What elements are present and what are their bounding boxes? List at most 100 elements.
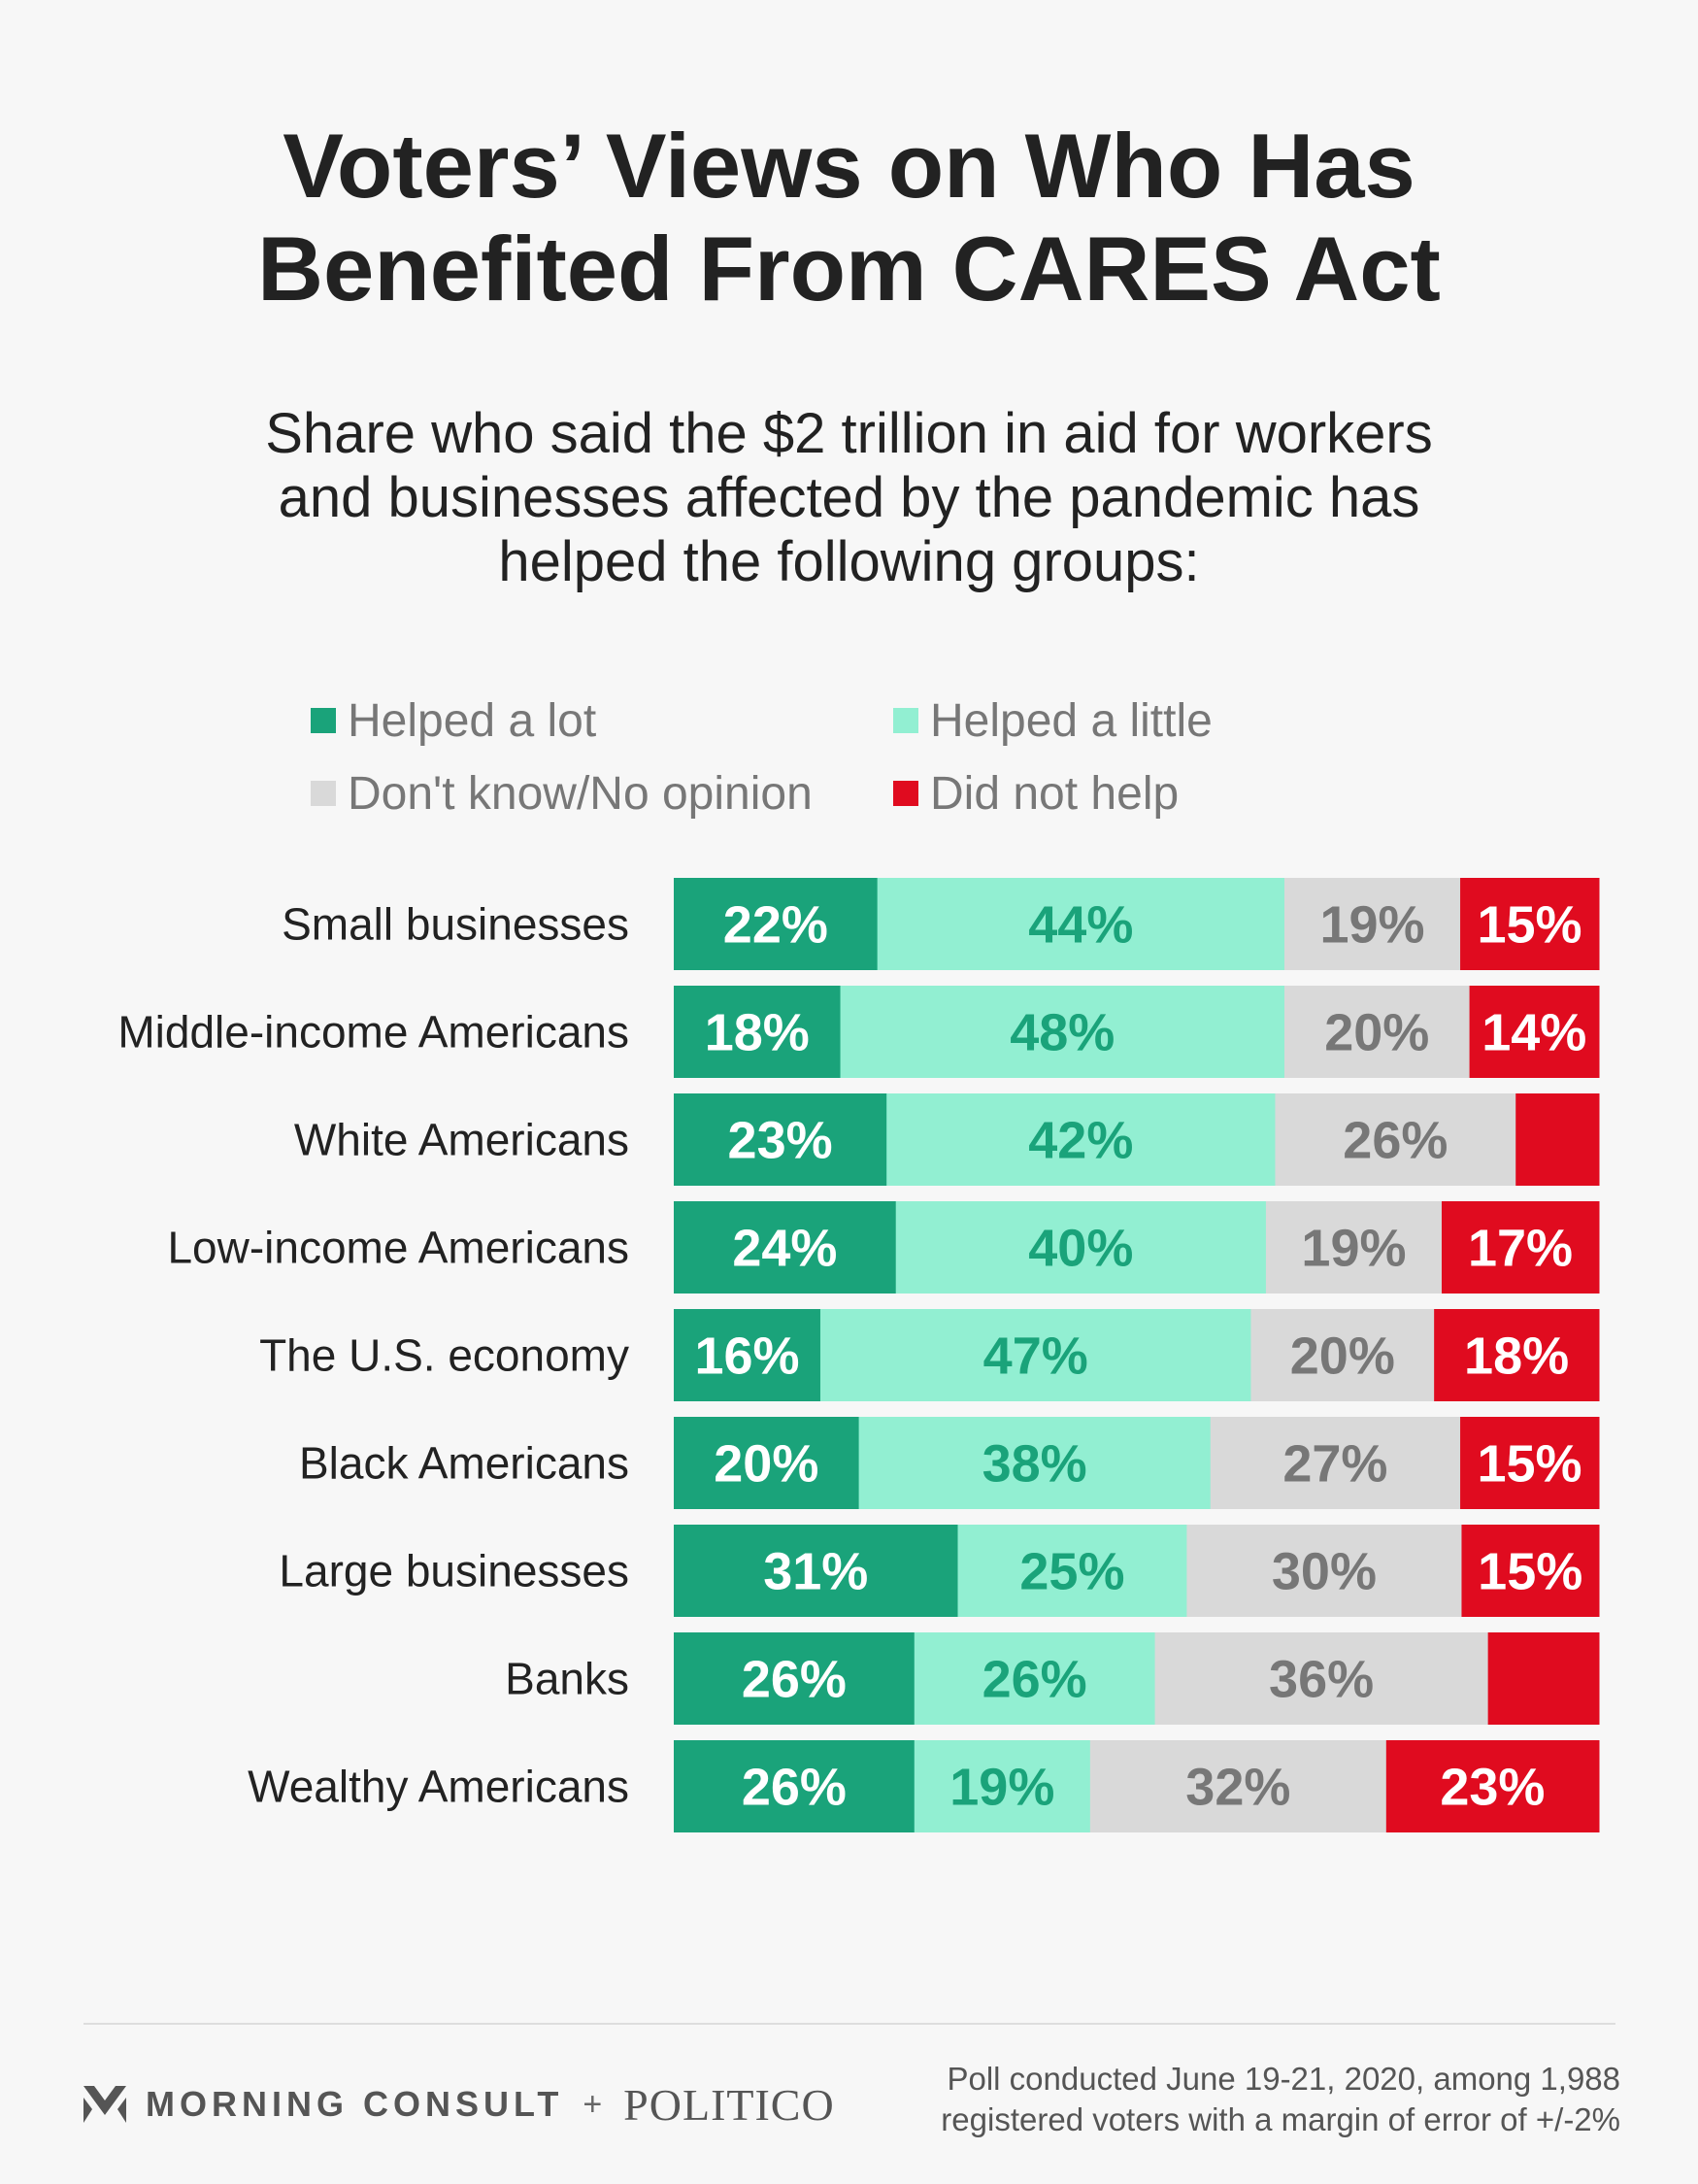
data-label-large-businesses-did-not-help: 15% <box>1478 1543 1582 1601</box>
bar-segment-large-businesses-dont-know <box>1186 1525 1462 1617</box>
row-label-small-businesses: Small businesses <box>282 899 629 950</box>
bar-segment-black-americans-dont-know <box>1210 1417 1461 1509</box>
chart-subtitle-line-1: Share who said the $2 trillion in aid fo… <box>265 402 1433 465</box>
bar-segment-banks-helped-a-little <box>914 1632 1156 1725</box>
legend-label-helped-a-little: Helped a little <box>930 694 1213 747</box>
row-label-wealthy-americans: Wealthy Americans <box>248 1762 629 1812</box>
data-label-white-americans-helped-a-little: 42% <box>1028 1112 1133 1170</box>
data-label-low-income-americans-helped-a-little: 40% <box>1028 1220 1133 1278</box>
legend-item-helped-a-little: Helped a little <box>893 691 1213 750</box>
data-label-white-americans-helped-a-lot: 23% <box>728 1112 833 1170</box>
bar-segment-banks-helped-a-lot <box>674 1632 916 1725</box>
legend-item-did-not-help: Did not help <box>893 764 1179 823</box>
row-label-low-income-americans: Low-income Americans <box>167 1223 629 1273</box>
data-label-the-u-s-economy-dont-know: 20% <box>1290 1327 1395 1386</box>
poll-footnote-line-1: Poll conducted June 19-21, 2020, among 1… <box>947 2061 1620 2097</box>
bar-segment-middle-income-americans-dont-know <box>1283 986 1471 1078</box>
bar-segment-low-income-americans-did-not-help <box>1441 1201 1600 1294</box>
legend-swatch-dont-know <box>311 781 336 806</box>
poll-footnote: Poll conducted June 19-21, 2020, among 1… <box>941 2059 1620 2140</box>
chart-subtitle-line-2: and businesses affected by the pandemic … <box>278 466 1420 529</box>
bar-segment-low-income-americans-helped-a-little <box>895 1201 1267 1294</box>
legend-swatch-helped-a-little <box>893 708 918 733</box>
data-label-middle-income-americans-helped-a-little: 48% <box>1010 1004 1115 1062</box>
legend-swatch-did-not-help <box>893 781 918 806</box>
data-label-large-businesses-helped-a-lot: 31% <box>763 1543 868 1601</box>
bar-segment-small-businesses-helped-a-lot <box>674 878 879 970</box>
bar-segment-the-u-s-economy-helped-a-lot <box>674 1309 821 1401</box>
bar-segment-small-businesses-helped-a-little <box>877 878 1285 970</box>
row-label-middle-income-americans: Middle-income Americans <box>117 1007 629 1058</box>
poll-footnote-line-2: registered voters with a margin of error… <box>941 2101 1620 2137</box>
chart-subtitle-line-3: helped the following groups: <box>498 530 1200 593</box>
data-label-the-u-s-economy-helped-a-little: 47% <box>983 1327 1088 1386</box>
legend-label-dont-know: Don't know/No opinion <box>348 767 813 820</box>
legend-item-dont-know: Don't know/No opinion <box>311 764 813 823</box>
bar-segment-black-americans-helped-a-lot <box>674 1417 860 1509</box>
bar-segment-wealthy-americans-dont-know <box>1089 1740 1387 1832</box>
brand-plus-sign: + <box>583 2085 603 2123</box>
legend-label-did-not-help: Did not help <box>930 767 1180 820</box>
data-label-black-americans-helped-a-little: 38% <box>982 1435 1087 1494</box>
data-label-wealthy-americans-helped-a-lot: 26% <box>742 1759 847 1817</box>
bar-segment-wealthy-americans-did-not-help <box>1385 1740 1600 1832</box>
morning-consult-logo-icon <box>83 2086 126 2123</box>
data-label-black-americans-dont-know: 27% <box>1282 1435 1387 1494</box>
data-label-black-americans-helped-a-lot: 20% <box>714 1435 818 1494</box>
data-label-wealthy-americans-dont-know: 32% <box>1185 1759 1290 1817</box>
row-label-the-u-s-economy: The U.S. economy <box>259 1330 629 1381</box>
legend-label-helped-a-lot: Helped a lot <box>348 694 597 747</box>
data-label-wealthy-americans-helped-a-little: 19% <box>949 1759 1054 1817</box>
data-label-large-businesses-dont-know: 30% <box>1272 1543 1377 1601</box>
data-label-small-businesses-helped-a-little: 44% <box>1028 896 1133 955</box>
morning-consult-wordmark: MORNING CONSULT <box>146 2084 564 2124</box>
bar-segment-the-u-s-economy-dont-know <box>1250 1309 1435 1401</box>
data-label-middle-income-americans-did-not-help: 14% <box>1482 1004 1586 1062</box>
bar-segment-black-americans-did-not-help <box>1460 1417 1600 1509</box>
data-label-banks-dont-know: 36% <box>1269 1651 1374 1709</box>
row-label-banks: Banks <box>505 1654 629 1704</box>
bar-segment-middle-income-americans-helped-a-lot <box>674 986 842 1078</box>
bar-segment-banks-did-not-help <box>1487 1632 1600 1725</box>
bar-segment-large-businesses-helped-a-little <box>957 1525 1187 1617</box>
chart-title: Voters’ Views on Who Has Benefited From … <box>0 115 1698 320</box>
chart-title-line-1: Voters’ Views on Who Has <box>283 115 1415 217</box>
legend-item-helped-a-lot: Helped a lot <box>311 691 596 750</box>
footer-divider <box>83 2023 1615 2025</box>
data-label-the-u-s-economy-did-not-help: 18% <box>1464 1327 1569 1386</box>
chart-subtitle: Share who said the $2 trillion in aid fo… <box>0 402 1698 594</box>
row-label-large-businesses: Large businesses <box>279 1546 629 1596</box>
data-label-white-americans-dont-know: 26% <box>1343 1112 1448 1170</box>
politico-wordmark: POLITICO <box>623 2079 835 2130</box>
chart-title-line-2: Benefited From CARES Act <box>257 218 1441 319</box>
bar-segment-black-americans-helped-a-little <box>858 1417 1212 1509</box>
bar-segment-low-income-americans-dont-know <box>1265 1201 1443 1294</box>
data-label-banks-helped-a-little: 26% <box>982 1651 1087 1709</box>
data-label-wealthy-americans-did-not-help: 23% <box>1440 1759 1545 1817</box>
bar-segment-white-americans-helped-a-lot <box>674 1093 887 1186</box>
bar-segment-small-businesses-dont-know <box>1283 878 1461 970</box>
bar-segment-white-americans-did-not-help <box>1515 1093 1600 1186</box>
data-label-the-u-s-economy-helped-a-lot: 16% <box>694 1327 799 1386</box>
data-label-low-income-americans-did-not-help: 17% <box>1468 1220 1573 1278</box>
data-label-middle-income-americans-dont-know: 20% <box>1324 1004 1429 1062</box>
data-label-small-businesses-helped-a-lot: 22% <box>723 896 828 955</box>
data-label-banks-helped-a-lot: 26% <box>742 1651 847 1709</box>
legend-swatch-helped-a-lot <box>311 708 336 733</box>
data-label-large-businesses-helped-a-little: 25% <box>1019 1543 1124 1601</box>
data-label-black-americans-did-not-help: 15% <box>1477 1435 1581 1494</box>
bar-segment-low-income-americans-helped-a-lot <box>674 1201 897 1294</box>
bar-segment-large-businesses-helped-a-lot <box>674 1525 959 1617</box>
bar-segment-the-u-s-economy-helped-a-little <box>819 1309 1251 1401</box>
data-label-middle-income-americans-helped-a-lot: 18% <box>705 1004 810 1062</box>
data-label-low-income-americans-helped-a-lot: 24% <box>732 1220 837 1278</box>
stacked-bar-chart: Small businesses 22% 44% 19% 15% Middle-incom… <box>117 878 1600 1832</box>
bar-segment-middle-income-americans-helped-a-little <box>840 986 1285 1078</box>
bar-segment-wealthy-americans-helped-a-lot <box>674 1740 916 1832</box>
bar-segment-white-americans-helped-a-little <box>886 1093 1276 1186</box>
data-label-small-businesses-did-not-help: 15% <box>1477 896 1581 955</box>
row-label-black-americans: Black Americans <box>299 1438 629 1489</box>
bar-segment-large-businesses-did-not-help <box>1461 1525 1600 1617</box>
bar-segment-white-americans-dont-know <box>1275 1093 1516 1186</box>
bar-segment-the-u-s-economy-did-not-help <box>1434 1309 1600 1401</box>
